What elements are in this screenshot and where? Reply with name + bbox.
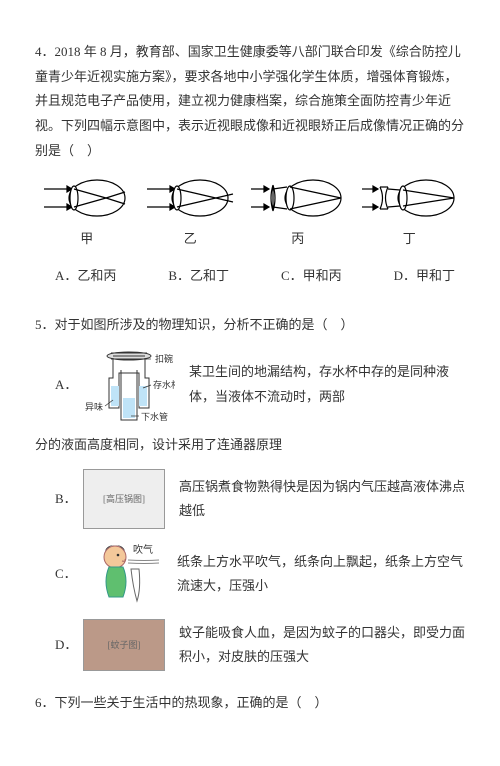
csb-label: 存水杯 (153, 379, 175, 390)
q5-d-letter: D． (55, 633, 73, 658)
label-yi: 乙 (184, 227, 197, 252)
eye-ding-svg (360, 175, 458, 221)
eye-bing-svg (249, 175, 347, 221)
q5-a-letter: A． (55, 373, 73, 398)
q5-a-text: 某卫生间的地漏结构，存水杯中存的是同种液体，当液体不流动时，两部 (189, 360, 465, 409)
q6-text: 6．下列一些关于生活中的热现象，正确的是（ ） (35, 691, 465, 716)
eye-jia-svg (42, 175, 132, 221)
q4-text: 4．2018 年 8 月，教育部、国家卫生健康委等八部门联合印发《综合防控儿童青… (35, 40, 465, 163)
eye-yi-svg (145, 175, 235, 221)
eye-ding: 丁 (360, 175, 458, 252)
q4-number: 4． (35, 44, 55, 59)
eye-jia: 甲 (42, 175, 132, 252)
q5-c: C． 吹气 纸条上方水平吹气，纸条向上飘起，纸条上方空气流速大，压强小 (35, 539, 465, 609)
drain-diagram: 扣碗 存水杯 异味 下水管 (83, 348, 175, 423)
q5-b-letter: B． (55, 487, 73, 512)
eye-yi: 乙 (145, 175, 235, 252)
q5-b: B． [高压锅图] 高压锅煮食物熟得快是因为锅内气压越高液体沸点越低 (35, 469, 465, 529)
label-ding: 丁 (403, 227, 416, 252)
xsg-label: 下水管 (141, 411, 168, 422)
q5-a: A． 扣碗 存水杯 异味 下水管 某卫生间的地漏结构，存水杯中存的是同种液体，当… (35, 348, 465, 423)
q5-a-tail: 分的液面高度相同，设计采用了连通器原理 (35, 433, 465, 458)
q5-b-text: 高压锅煮食物熟得快是因为锅内气压越高液体沸点越低 (179, 475, 465, 524)
label-bing: 丙 (291, 227, 304, 252)
mosquito-image: [蚊子图] (83, 619, 165, 671)
q5-c-letter: C． (55, 562, 73, 587)
q4-opt-b: B．乙和丁 (168, 264, 229, 289)
q5-c-text: 纸条上方水平吹气，纸条向上飘起，纸条上方空气流速大，压强小 (177, 550, 465, 599)
q4-diagrams: 甲 乙 (35, 175, 465, 252)
q5-d-text: 蚊子能吸食人血，是因为蚊子的口器尖，即受力面积小，对皮肤的压强大 (179, 621, 465, 670)
eye-bing: 丙 (249, 175, 347, 252)
q5-number: 5． (35, 317, 55, 332)
blow-paper-diagram: 吹气 (83, 539, 163, 609)
yw-label: 异味 (85, 401, 103, 412)
label-jia: 甲 (80, 227, 93, 252)
q6-body: 下列一些关于生活中的热现象，正确的是（ ） (55, 695, 328, 710)
q5-d: D． [蚊子图] 蚊子能吸食人血，是因为蚊子的口器尖，即受力面积小，对皮肤的压强… (35, 619, 465, 671)
q4-body: 2018 年 8 月，教育部、国家卫生健康委等八部门联合印发《综合防控儿童青少年… (35, 44, 464, 158)
kw-label: 扣碗 (155, 353, 173, 364)
q5-text: 5．对于如图所涉及的物理知识，分析不正确的是（ ） (35, 313, 465, 338)
q4-opt-d: D．甲和丁 (394, 264, 455, 289)
q5-body: 对于如图所涉及的物理知识，分析不正确的是（ ） (55, 317, 354, 332)
pressure-cooker-image: [高压锅图] (83, 469, 165, 529)
q4-options: A．乙和丙 B．乙和丁 C．甲和丙 D．甲和丁 (55, 264, 455, 289)
q6-number: 6． (35, 695, 55, 710)
blow-label: 吹气 (133, 543, 153, 556)
q4-opt-a: A．乙和丙 (55, 264, 116, 289)
q4-opt-c: C．甲和丙 (281, 264, 342, 289)
